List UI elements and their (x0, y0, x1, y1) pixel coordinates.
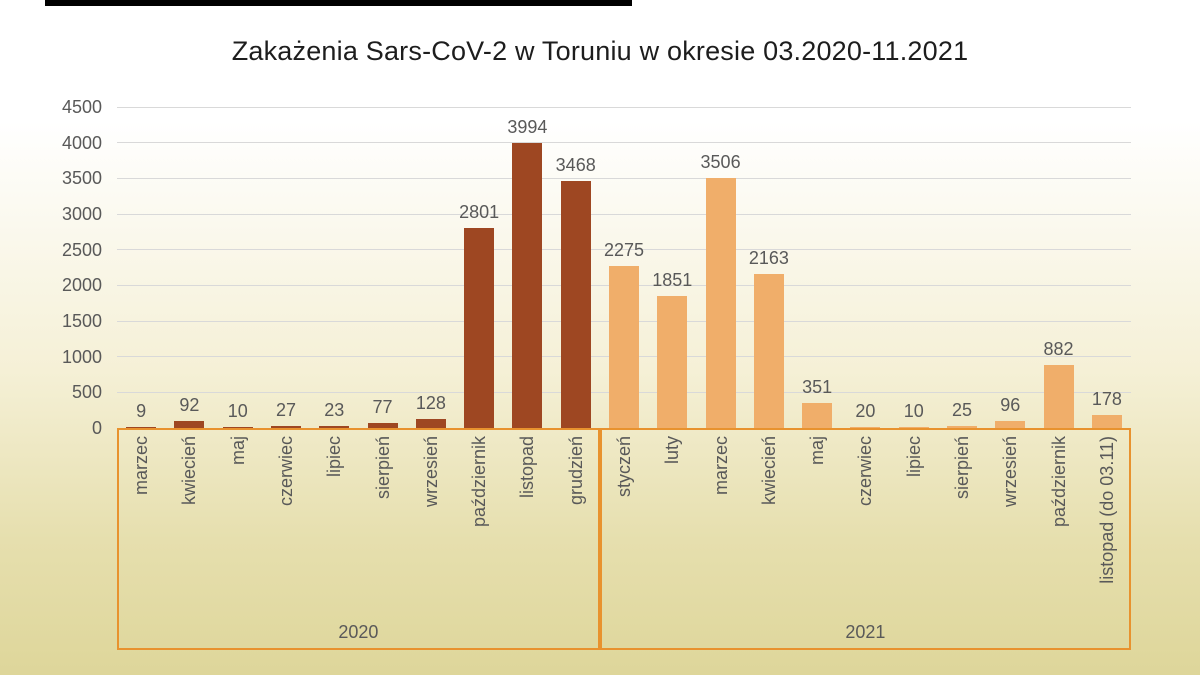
y-axis-tick-label: 4000 (61, 132, 102, 153)
category-label: czerwiec (855, 436, 876, 507)
category-label: kwiecień (758, 436, 779, 506)
category-label: październik (1048, 436, 1069, 528)
value-label: 3506 (700, 151, 741, 172)
category-label: listopad (do 03.11) (1096, 436, 1117, 584)
value-label: 27 (275, 400, 297, 421)
y-axis-tick-label: 3000 (61, 204, 102, 224)
y-axis-tick-label: 500 (71, 382, 102, 403)
category-label: maj (227, 436, 248, 466)
value-label: 10 (227, 400, 248, 421)
value-label: 3994 (507, 117, 548, 138)
year-group-box (117, 428, 600, 650)
category-label: lipiec (324, 436, 345, 478)
category-label: sierpień (372, 436, 393, 500)
value-label: 77 (372, 396, 393, 417)
gridline (117, 249, 1131, 251)
bar (415, 418, 446, 428)
bar (898, 426, 929, 428)
category-label: marzec (131, 436, 152, 496)
bar (367, 422, 398, 428)
year-axis-label: 2020 (338, 622, 379, 642)
gridline (117, 106, 1131, 108)
gridline (117, 177, 1131, 179)
gridline (117, 142, 1131, 144)
value-label: 3468 (555, 154, 596, 175)
bar (753, 273, 784, 428)
bar (609, 265, 639, 428)
year-group-box (599, 428, 1131, 650)
bar (802, 402, 833, 428)
chart-title: Zakażenia Sars-CoV-2 w Toruniu w okresie… (231, 36, 969, 66)
category-label: luty (662, 436, 683, 465)
value-label: 25 (951, 400, 973, 421)
value-label: 351 (802, 376, 833, 397)
value-label: 92 (179, 395, 200, 416)
bar (560, 180, 591, 428)
category-label: lipiec (903, 436, 924, 478)
category-label: listopad (517, 436, 538, 499)
bar (319, 426, 350, 428)
value-label: 178 (1091, 389, 1122, 410)
y-axis-tick-label: 2000 (61, 275, 102, 296)
value-label: 128 (415, 392, 446, 413)
value-label: 10 (903, 400, 924, 421)
category-label: sierpień (952, 436, 972, 500)
bar (1091, 415, 1122, 428)
y-axis-tick-label: 1000 (61, 346, 102, 367)
y-axis-tick-label: 2500 (61, 239, 102, 260)
category-label: kwiecień (179, 436, 200, 506)
category-label: październik (469, 436, 490, 528)
bar (174, 421, 205, 428)
category-label: wrzesień (1000, 436, 1021, 508)
category-label: marzec (710, 436, 731, 496)
value-label: 2275 (603, 239, 645, 260)
cropped-top-bar (45, 0, 632, 6)
bar (126, 426, 157, 428)
bar (705, 177, 736, 428)
value-label: 1851 (652, 269, 693, 290)
bar (222, 426, 253, 428)
gridline (117, 213, 1131, 215)
y-axis-tick-label: 4500 (61, 97, 102, 117)
category-label: wrzesień (420, 436, 441, 508)
value-label: 23 (324, 400, 345, 421)
bar (995, 421, 1026, 428)
year-axis-label: 2021 (845, 622, 886, 642)
category-label: styczeń (614, 436, 634, 498)
bar (464, 228, 495, 428)
y-axis-tick-label: 3500 (61, 168, 102, 189)
category-label: grudzień (565, 436, 586, 506)
bar (271, 426, 301, 428)
bar (850, 426, 881, 428)
value-label: 20 (855, 400, 876, 421)
category-label: czerwiec (276, 436, 296, 507)
bar (657, 295, 688, 428)
y-axis-tick-label: 0 (91, 418, 102, 438)
bar (947, 426, 977, 428)
y-axis-tick-label: 1500 (61, 311, 102, 331)
value-label: 2163 (748, 247, 789, 268)
bar (512, 143, 543, 428)
value-label: 2801 (459, 202, 500, 223)
value-label: 96 (1000, 395, 1021, 416)
value-label: 882 (1043, 339, 1074, 360)
value-label: 9 (136, 400, 147, 421)
category-label: maj (807, 436, 828, 466)
bar (1043, 365, 1074, 428)
